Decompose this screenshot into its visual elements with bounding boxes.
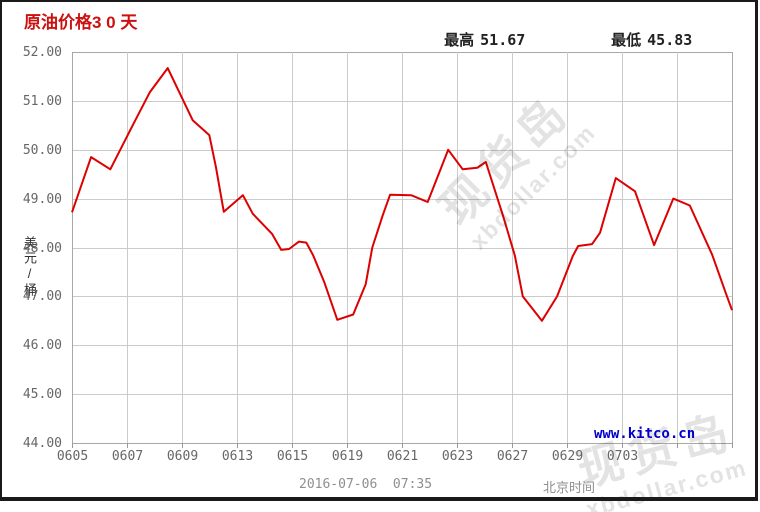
high-label: 最高 — [444, 32, 475, 49]
y-axis-unit-label: 美元/桶 — [22, 236, 37, 298]
chart-timestamp: 2016-07-06 07:35 — [299, 477, 433, 492]
x-tick-label: 0621 — [386, 449, 419, 464]
price-line — [71, 67, 733, 322]
y-tick-label: 44.00 — [22, 435, 62, 451]
y-tick-label: 48.00 — [22, 240, 62, 256]
low-label: 最低 — [611, 32, 642, 49]
high-readout: 最高 51.67 — [408, 11, 525, 68]
y-tick-label: 52.00 — [22, 44, 62, 60]
x-tick-label: 0607 — [111, 449, 144, 464]
high-value: 51.67 — [480, 31, 526, 49]
y-tick-label: 47.00 — [22, 288, 62, 304]
x-tick-label: 0605 — [56, 449, 89, 464]
timezone-label: 北京时间 — [543, 480, 596, 495]
y-tick-label: 49.00 — [22, 191, 62, 207]
x-tick-label: 0703 — [606, 449, 639, 464]
x-tick-label: 0623 — [441, 449, 474, 464]
x-tick-label: 0609 — [166, 449, 199, 464]
x-tick-label: 0629 — [551, 449, 584, 464]
low-readout: 最低 45.83 — [575, 11, 692, 68]
y-tick-label: 50.00 — [22, 142, 62, 158]
chart-title: 原油价格3 0 天 — [24, 13, 138, 32]
x-tick-label: 0615 — [276, 449, 309, 464]
kitco-site-link[interactable]: www.kitco.cn — [594, 426, 696, 442]
low-value: 45.83 — [647, 31, 693, 49]
y-tick-label: 45.00 — [22, 386, 62, 402]
x-tick-label: 0627 — [496, 449, 529, 464]
y-tick-label: 51.00 — [22, 93, 62, 109]
x-tick-label: 0619 — [331, 449, 364, 464]
y-tick-label: 46.00 — [22, 337, 62, 353]
x-tick-label: 0613 — [221, 449, 254, 464]
